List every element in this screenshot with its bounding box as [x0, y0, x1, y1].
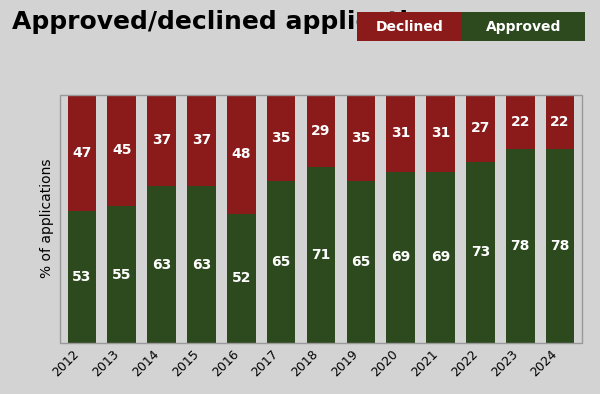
Bar — [267, 181, 295, 343]
Text: 65: 65 — [271, 255, 291, 269]
Text: 35: 35 — [271, 131, 291, 145]
Text: 69: 69 — [431, 250, 450, 264]
Bar — [546, 149, 574, 343]
Text: 71: 71 — [311, 248, 331, 262]
Text: 29: 29 — [311, 124, 331, 138]
Text: 63: 63 — [152, 258, 171, 271]
Bar — [546, 95, 574, 149]
Text: 78: 78 — [550, 239, 570, 253]
Text: 22: 22 — [550, 115, 570, 129]
Bar — [107, 206, 136, 343]
Bar — [267, 95, 295, 181]
Bar — [426, 171, 455, 343]
Bar — [187, 186, 216, 343]
Text: 45: 45 — [112, 143, 131, 158]
Text: Approved/declined applications: Approved/declined applications — [12, 10, 458, 34]
Bar — [68, 95, 96, 211]
Text: 22: 22 — [511, 115, 530, 129]
Text: 27: 27 — [471, 121, 490, 135]
Bar — [386, 95, 415, 171]
Text: 55: 55 — [112, 268, 131, 282]
Text: 63: 63 — [192, 258, 211, 271]
Bar — [307, 167, 335, 343]
Bar — [187, 95, 216, 186]
Bar — [506, 149, 535, 343]
Text: 37: 37 — [192, 134, 211, 147]
Bar — [466, 162, 495, 343]
Bar — [386, 171, 415, 343]
Text: 31: 31 — [391, 126, 410, 140]
Bar — [347, 95, 375, 181]
Text: 52: 52 — [232, 271, 251, 285]
Bar — [506, 95, 535, 149]
Text: 53: 53 — [72, 270, 92, 284]
Bar — [466, 95, 495, 162]
Bar — [147, 95, 176, 186]
Y-axis label: % of applications: % of applications — [40, 159, 55, 279]
Bar — [147, 186, 176, 343]
Text: 37: 37 — [152, 134, 171, 147]
Text: 65: 65 — [351, 255, 371, 269]
Bar — [68, 211, 96, 343]
Text: 78: 78 — [511, 239, 530, 253]
Text: Declined: Declined — [376, 20, 443, 34]
Text: Approved: Approved — [485, 20, 561, 34]
Text: 48: 48 — [232, 147, 251, 161]
Bar — [107, 95, 136, 206]
Text: 35: 35 — [351, 131, 371, 145]
Text: 73: 73 — [471, 245, 490, 259]
Text: 47: 47 — [72, 146, 92, 160]
Bar — [307, 95, 335, 167]
Bar — [426, 95, 455, 171]
Bar — [227, 95, 256, 214]
Text: 69: 69 — [391, 250, 410, 264]
Text: 31: 31 — [431, 126, 450, 140]
Bar — [227, 214, 256, 343]
Bar — [347, 181, 375, 343]
